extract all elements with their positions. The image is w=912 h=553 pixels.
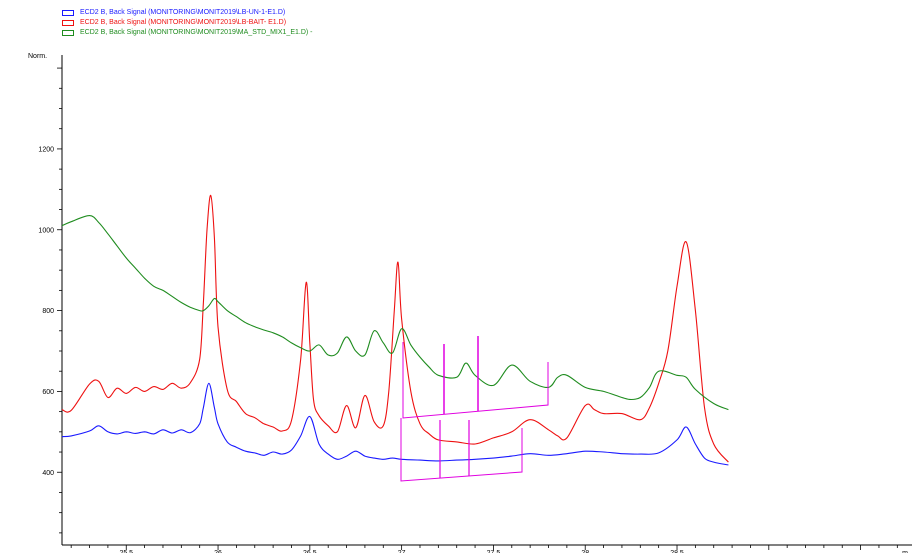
y-tick-label: 800 xyxy=(42,308,54,315)
series-line-1 xyxy=(61,382,729,466)
x-tick-label: 27.5 xyxy=(487,550,501,553)
legend-entry-3: ECD2 B, Back Signal (MONITORING\MONIT201… xyxy=(62,28,313,38)
x-tick-label: 25.5 xyxy=(119,550,133,553)
integration-box-lower xyxy=(400,418,523,482)
series-lines xyxy=(61,194,729,466)
x-tick-label: 28.5 xyxy=(670,550,684,553)
legend-label-3: ECD2 B, Back Signal (MONITORING\MONIT201… xyxy=(80,29,313,36)
legend-label-2: ECD2 B, Back Signal (MONITORING\MONIT201… xyxy=(80,19,287,26)
y-tick-label: 1200 xyxy=(38,146,54,153)
series-line-2 xyxy=(61,194,729,463)
x-tick-label: 27 xyxy=(398,550,406,553)
integration-annotations xyxy=(400,336,549,482)
x-axis-unit: m xyxy=(902,550,908,553)
legend-swatch-3 xyxy=(62,30,74,36)
legend-swatch-1 xyxy=(62,10,74,16)
axes xyxy=(61,55,912,546)
legend: ECD2 B, Back Signal (MONITORING\MONIT201… xyxy=(62,8,313,38)
y-tick-label: 400 xyxy=(42,470,54,477)
integration-box-upper xyxy=(402,342,549,419)
legend-entry-2: ECD2 B, Back Signal (MONITORING\MONIT201… xyxy=(62,18,313,28)
x-tick-label: 26.5 xyxy=(303,550,317,553)
x-tick-label: 26 xyxy=(214,550,222,553)
series-line-3 xyxy=(61,215,729,411)
legend-label-1: ECD2 B, Back Signal (MONITORING\MONIT201… xyxy=(80,9,286,16)
tick-marks: 400 600 800 1000 1200 25.5 26 26.5 27 27.5 28 28.5 m xyxy=(38,67,908,553)
legend-entry-1: ECD2 B, Back Signal (MONITORING\MONIT201… xyxy=(62,8,313,18)
y-tick-label: 600 xyxy=(42,389,54,396)
legend-swatch-2 xyxy=(62,20,74,26)
x-tick-label: 28 xyxy=(581,550,589,553)
y-tick-label: 1000 xyxy=(38,227,54,234)
y-axis-label: Norm. xyxy=(28,53,48,60)
